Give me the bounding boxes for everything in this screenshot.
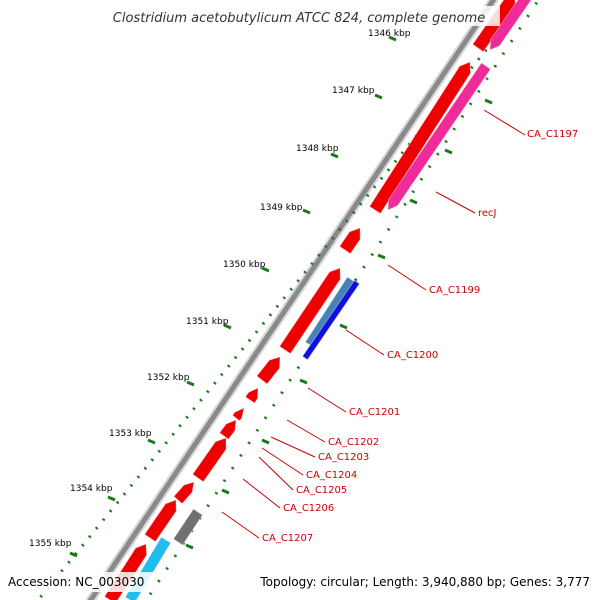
tick-label: 1355 kbp xyxy=(29,539,72,549)
tick-label: 1347 kbp xyxy=(332,86,375,96)
topology-text: Topology: circular; Length: 3,940,880 bp… xyxy=(259,575,590,589)
gene-label[interactable]: CA_C1204 xyxy=(306,470,357,481)
gene-labels: CA_C1197 recJ CA_C1199 CA_C1200 CA_C1201 CA_C… xyxy=(221,109,578,544)
label-leader-line xyxy=(345,329,385,356)
label-leader-line xyxy=(221,511,260,539)
major-tick xyxy=(69,551,78,558)
cds-ca-c1200 xyxy=(256,356,281,385)
feature-grey xyxy=(172,508,204,546)
major-tick xyxy=(302,208,311,215)
gene-label[interactable]: CA_C1197 xyxy=(527,129,578,140)
cds-ca-c1202 xyxy=(231,407,245,422)
label-leader-line xyxy=(270,436,316,458)
gene-label[interactable]: CA_C1203 xyxy=(318,452,369,463)
inner-major-tick xyxy=(409,198,418,205)
major-tick xyxy=(223,323,232,330)
cds-ca-c1205 xyxy=(173,481,195,505)
tick-label: 1352 kbp xyxy=(147,373,190,383)
major-tick xyxy=(107,495,116,502)
cds-ca-c1203 xyxy=(218,419,237,440)
inner-major-tick xyxy=(484,98,493,105)
genome-backbone xyxy=(85,0,499,600)
major-tick xyxy=(388,35,397,42)
tick-label: 1354 kbp xyxy=(70,484,113,494)
inner-major-tick xyxy=(299,378,308,385)
inner-major-tick xyxy=(444,148,453,155)
tick-marks: 1346 kbp 1347 kbp 1348 kbp 1349 kbp 1350 kbp… xyxy=(29,29,493,558)
tick-label: 1346 kbp xyxy=(368,29,411,39)
tick-label: 1350 kbp xyxy=(223,260,266,270)
cds-recj-small xyxy=(338,227,361,255)
tick-label: 1351 kbp xyxy=(186,317,229,327)
label-leader-line xyxy=(258,456,294,491)
inner-major-tick xyxy=(339,323,348,330)
label-leader-line xyxy=(261,447,304,476)
gene-label[interactable]: CA_C1206 xyxy=(283,503,334,514)
tick-label: 1353 kbp xyxy=(109,429,152,439)
inner-major-tick xyxy=(185,543,194,550)
cds-rev-top xyxy=(489,0,532,51)
label-leader-line xyxy=(387,264,427,291)
major-tick xyxy=(330,152,339,159)
label-leader-line xyxy=(242,478,281,509)
gene-label[interactable]: CA_C1207 xyxy=(262,533,313,544)
label-leader-line xyxy=(286,419,326,443)
label-leader-line xyxy=(307,387,347,413)
label-leader-line xyxy=(483,109,526,136)
gene-label[interactable]: CA_C1202 xyxy=(328,437,379,448)
major-tick xyxy=(261,266,270,273)
map-title: Clostridium acetobutylicum ATCC 824, com… xyxy=(113,11,485,26)
gene-label[interactable]: CA_C1199 xyxy=(429,285,480,296)
cds-ca-c1199 xyxy=(278,267,341,355)
feature-blue xyxy=(301,279,361,361)
label-leader-line xyxy=(435,191,476,214)
tick-label: 1349 kbp xyxy=(260,203,303,213)
cds-ca-c1204 xyxy=(191,437,227,483)
gene-label[interactable]: CA_C1205 xyxy=(296,485,347,496)
major-tick xyxy=(374,93,383,100)
inner-major-tick xyxy=(377,253,386,260)
major-tick xyxy=(147,438,156,445)
inner-major-tick xyxy=(221,488,230,495)
cds-ca-c1206 xyxy=(143,499,177,543)
accession-text: Accession: NC_003030 xyxy=(8,575,144,589)
cds-ca-c1197 xyxy=(368,61,472,215)
cds-recj xyxy=(387,62,492,211)
tick-label: 1348 kbp xyxy=(296,144,339,154)
gene-label[interactable]: CA_C1201 xyxy=(349,407,400,418)
inner-major-tick xyxy=(261,438,270,445)
gene-label[interactable]: recJ xyxy=(478,208,497,219)
cds-ca-c1201 xyxy=(244,387,259,404)
major-tick xyxy=(186,380,195,387)
gene-label[interactable]: CA_C1200 xyxy=(387,350,438,361)
